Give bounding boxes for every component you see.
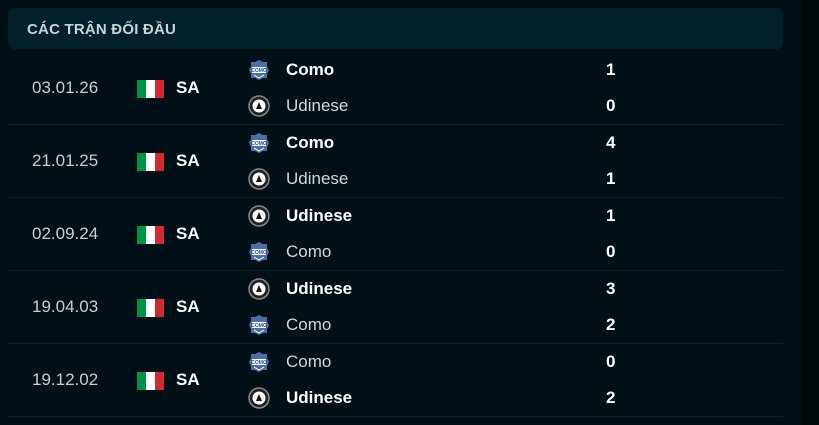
como-logo-icon: COMO [248, 132, 270, 154]
home-score: 1 [606, 206, 616, 225]
match-row[interactable]: 02.09.24 SA Udinese COMO Como 1 0 [8, 197, 783, 271]
italy-flag-icon [137, 299, 164, 317]
match-row[interactable]: 19.12.02 SA COMO Como Udinese 0 2 [8, 343, 783, 417]
home-score: 1 [606, 60, 616, 79]
match-row[interactable]: 03.01.26 SA COMO Como Udinese 1 0 [8, 51, 783, 125]
home-score: 3 [606, 279, 616, 298]
team-name: Como [286, 315, 332, 334]
match-date: 21.01.25 [32, 151, 99, 170]
head-to-head-panel: CÁC TRẬN ĐỐI ĐẦU 03.01.26 SA COMO Como Udi… [8, 8, 783, 417]
italy-flag-icon [137, 372, 164, 390]
udinese-logo-icon [248, 205, 270, 227]
como-logo-icon: COMO [248, 59, 270, 81]
away-score: 2 [606, 315, 616, 334]
team-name: Udinese [286, 388, 353, 407]
competition: SA [176, 224, 200, 243]
match-date: 03.01.26 [32, 78, 99, 97]
section-header: CÁC TRẬN ĐỐI ĐẦU [8, 8, 783, 49]
home-score: 0 [606, 352, 616, 371]
match-row[interactable]: 19.04.03 SA Udinese COMO Como 3 2 [8, 270, 783, 344]
team-name: Udinese [286, 206, 353, 225]
udinese-logo-icon [248, 387, 270, 409]
competition: SA [176, 297, 200, 316]
team-name: Udinese [286, 169, 349, 188]
svg-text:COMO: COMO [251, 250, 267, 256]
italy-flag-icon [137, 226, 164, 244]
como-logo-icon: COMO [248, 241, 270, 263]
away-team[interactable]: COMO Como [248, 240, 331, 264]
como-logo-icon: COMO [248, 314, 270, 336]
italy-flag-icon [137, 153, 164, 171]
away-team[interactable]: Udinese [248, 386, 352, 410]
udinese-logo-icon [248, 95, 270, 117]
home-team[interactable]: COMO Como [248, 350, 331, 374]
svg-text:COMO: COMO [251, 141, 267, 147]
home-score: 4 [606, 133, 616, 152]
competition: SA [176, 370, 200, 389]
section-title: CÁC TRẬN ĐỐI ĐẦU [27, 21, 177, 38]
home-team[interactable]: COMO Como [248, 131, 334, 155]
home-team[interactable]: Udinese [248, 204, 352, 228]
udinese-logo-icon [248, 168, 270, 190]
away-team[interactable]: COMO Como [248, 313, 331, 337]
team-name: Como [286, 60, 335, 79]
svg-text:COMO: COMO [251, 68, 267, 74]
match-date: 19.12.02 [32, 370, 99, 389]
match-date: 19.04.03 [32, 297, 99, 316]
match-date: 02.09.24 [32, 224, 99, 243]
svg-text:COMO: COMO [251, 360, 267, 366]
svg-text:COMO: COMO [251, 323, 267, 329]
udinese-logo-icon [248, 278, 270, 300]
team-name: Udinese [286, 96, 349, 115]
away-score: 1 [606, 169, 616, 188]
away-score: 0 [606, 242, 616, 261]
away-team[interactable]: Udinese [248, 167, 348, 191]
home-team[interactable]: Udinese [248, 277, 352, 301]
competition: SA [176, 151, 200, 170]
away-score: 2 [606, 388, 616, 407]
team-name: Udinese [286, 279, 353, 298]
como-logo-icon: COMO [248, 351, 270, 373]
team-name: Como [286, 242, 332, 261]
team-name: Como [286, 352, 332, 371]
italy-flag-icon [137, 80, 164, 98]
away-team[interactable]: Udinese [248, 94, 348, 118]
away-score: 0 [606, 96, 616, 115]
match-row[interactable]: 21.01.25 SA COMO Como Udinese 4 1 [8, 124, 783, 198]
team-name: Como [286, 133, 335, 152]
home-team[interactable]: COMO Como [248, 58, 334, 82]
competition: SA [176, 78, 200, 97]
